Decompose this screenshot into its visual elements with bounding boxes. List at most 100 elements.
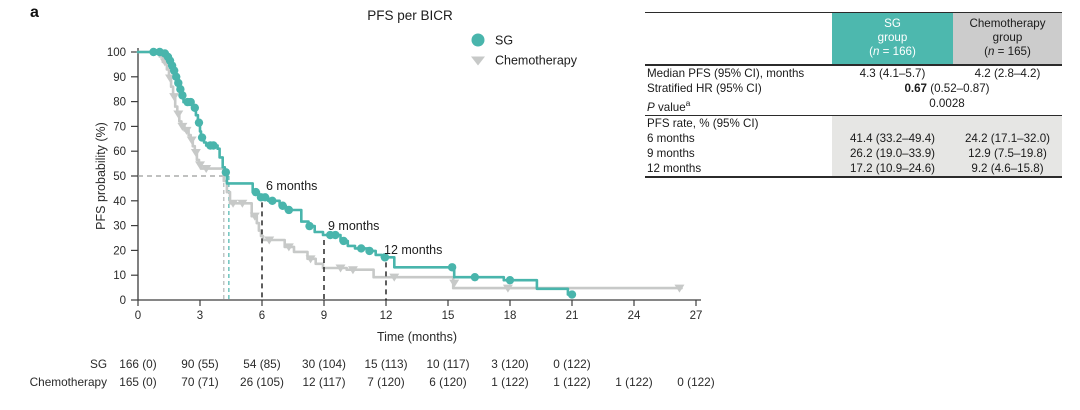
risk-value: 26 (105): [240, 375, 284, 389]
chemo-censor-icon: [305, 255, 316, 264]
chemo-censor-icon: [335, 264, 346, 273]
risk-value: 12 (117): [302, 375, 345, 389]
sg-header-line1: SG: [884, 17, 901, 30]
sg-censor-icon: [197, 133, 207, 142]
sg-header-n: (n = 166): [869, 45, 916, 58]
risk-value: 7 (120): [367, 375, 404, 389]
p-value-label: P valuea: [647, 98, 691, 114]
sg-censor-icon: [567, 290, 577, 299]
median-pfs-chemo-value: 4.2 (2.8–4.2): [974, 67, 1041, 80]
pfs-rate-6mo-row: 6 months 41.4 (33.2–49.4) 24.2 (17.1–32.…: [645, 130, 1062, 146]
sg-censor-icon: [505, 275, 515, 285]
sg-censor-icon: [380, 253, 390, 262]
sg-censor-icon: [260, 193, 270, 202]
risk-value: 3 (120): [491, 357, 528, 371]
x-tick-label: 21: [566, 310, 579, 322]
risk-value: 54 (85): [243, 357, 280, 371]
chemo-censor-icon: [283, 243, 294, 252]
x-tick-label: 6: [259, 310, 265, 322]
risk-value: 1 (122): [615, 375, 652, 389]
risk-value: 6 (120): [429, 375, 466, 389]
x-tick-label: 0: [135, 310, 141, 322]
chemo-legend-marker-icon: [471, 56, 485, 66]
y-tick-label: 40: [113, 196, 126, 208]
annotation-12-months: 12 months: [384, 243, 442, 257]
sg-censor-icon: [284, 205, 294, 215]
sg-legend-marker-icon: [471, 33, 485, 47]
y-tick-label: 60: [113, 146, 126, 158]
sg-censor-icon: [470, 272, 480, 282]
risk-value: 90 (55): [181, 357, 218, 371]
risk-value: 1 (122): [491, 375, 528, 389]
chemo-censor-icon: [502, 284, 513, 293]
chemo-censor-icon: [169, 93, 180, 102]
risk-value: 166 (0): [119, 357, 156, 371]
pfs-rate-6mo-chemo-value: 24.2 (17.1–32.0): [953, 130, 1062, 146]
pfs-rate-section-label: PFS rate, % (95% CI): [645, 114, 832, 131]
risk-value: 15 (113): [364, 357, 407, 371]
x-tick-label: 3: [197, 310, 203, 322]
chemo-censor-icon: [449, 279, 460, 288]
stats-table: SG group (n = 166) Chemotherapy group (n…: [645, 12, 1062, 178]
sg-censor-icon: [339, 236, 348, 246]
pfs-rate-9mo-label: 9 months: [647, 146, 695, 160]
x-tick-label: 24: [628, 310, 641, 322]
sg-censor-icon: [149, 47, 158, 57]
y-tick-label: 10: [113, 270, 126, 282]
risk-value: 1 (122): [553, 375, 590, 389]
sg-legend-label: SG: [495, 34, 513, 48]
chemo-censor-icon: [264, 236, 275, 245]
chemo-header-line1: Chemotherapy: [969, 17, 1046, 30]
pfs-rate-12mo-row: 12 months 17.2 (10.9–24.6) 9.2 (4.6–15.8…: [645, 160, 1062, 177]
pfs-rate-12mo-chemo-value: 9.2 (4.6–15.8): [953, 160, 1062, 177]
chemo-group-header-cell: Chemotherapy group (n = 165): [953, 12, 1062, 66]
stratified-hr-value: 0.67 (0.52–0.87): [904, 82, 990, 95]
sg-censor-icon: [268, 196, 277, 205]
chemo-censor-icon: [249, 212, 260, 221]
risk-value: 0 (122): [553, 357, 590, 371]
y-tick-label: 80: [113, 97, 126, 109]
pfs-rate-12mo-sg-value: 17.2 (10.9–24.6): [832, 160, 953, 177]
chemo-censor-icon: [201, 165, 212, 174]
sg-censor-icon: [209, 141, 218, 150]
x-tick-label: 27: [690, 310, 703, 322]
y-tick-label: 90: [113, 72, 126, 84]
chemo-header-n: (n = 165): [984, 45, 1031, 58]
sg-censor-icon: [251, 187, 260, 197]
sg-header-line2: group: [877, 31, 908, 44]
y-tick-label: 50: [113, 171, 126, 183]
sg-censor-icon: [278, 201, 287, 210]
pfs-rate-12mo-label: 12 months: [647, 161, 702, 175]
stats-header-empty-cell: [645, 12, 832, 66]
risk-row-label: SG: [90, 357, 107, 371]
km-generated-over: SG 166 (0) 90 (55) 54 (85) 30 (104) 15 (113) 1…: [30, 47, 715, 389]
sg-censor-icon: [365, 246, 374, 256]
sg-censor-icon: [447, 263, 457, 272]
sg-censor-icon: [221, 168, 231, 177]
y-tick-label: 20: [113, 245, 126, 257]
y-tick-label: 100: [107, 47, 126, 59]
x-tick-label: 12: [380, 310, 393, 322]
pfs-rate-9mo-row: 9 months 26.2 (19.0–33.9) 12.9 (7.5–19.8…: [645, 145, 1062, 161]
median-pfs-row: Median PFS (95% CI), months 4.3 (4.1–5.7…: [645, 65, 1062, 81]
median-pfs-sg-value: 4.3 (4.1–5.7): [859, 67, 926, 80]
risk-value: 0 (122): [677, 375, 714, 389]
chemo-legend-label: Chemotherapy: [495, 54, 578, 68]
sg-censor-icon: [305, 221, 314, 231]
chart-title: PFS per BICR: [367, 8, 453, 23]
sg-censor-icon: [357, 244, 366, 253]
p-value-row: P valuea 0.0028: [645, 96, 1062, 115]
sg-censor-icon: [331, 230, 340, 240]
annotation-6-months: 6 months: [266, 179, 317, 193]
risk-row-label: Chemotherapy: [30, 375, 107, 389]
km-plot: 0 10 20 30 40 50 60 70 80 90 100 0 3 6 9 12 15 18 21 24 27 P…: [30, 8, 715, 389]
risk-value: 10 (117): [426, 357, 469, 371]
risk-value: 30 (104): [302, 357, 346, 371]
median-pfs-label: Median PFS (95% CI), months: [647, 67, 805, 80]
risk-value: 70 (71): [181, 375, 218, 389]
chemo-censor-icon: [237, 199, 248, 208]
stratified-hr-row: Stratified HR (95% CI) 0.67 (0.52–0.87): [645, 81, 1062, 96]
pfs-rate-section-spacer: [832, 114, 1062, 131]
sg-group-header-cell: SG group (n = 166): [832, 12, 953, 66]
